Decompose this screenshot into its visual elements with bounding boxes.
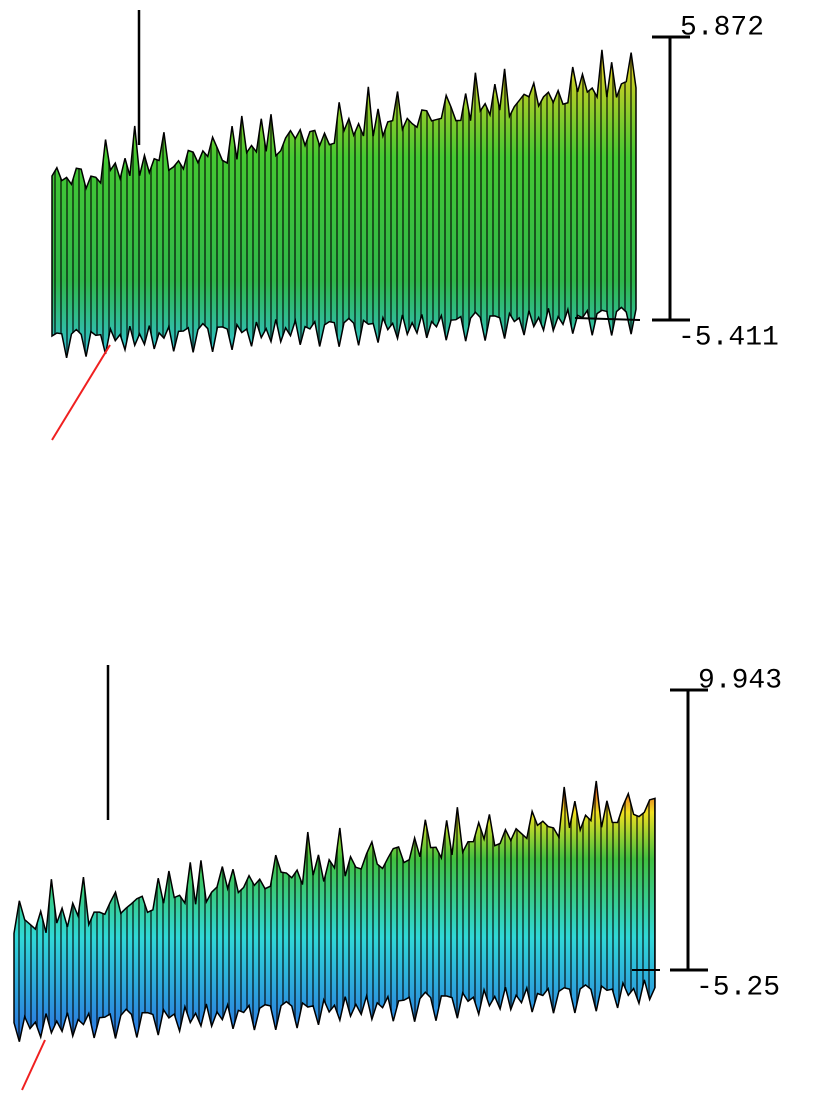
z-tick-label: 5.872 xyxy=(680,12,764,43)
surface-shading xyxy=(52,49,636,358)
x-axis xyxy=(21,1039,46,1091)
surface-shading xyxy=(14,780,655,1042)
z-tick-label: -5.25 xyxy=(696,972,780,1003)
x-axis xyxy=(51,344,111,441)
z-tick-label: -5.411 xyxy=(678,322,779,353)
base-line xyxy=(574,317,641,321)
z-tick-label: 9.943 xyxy=(698,665,782,696)
